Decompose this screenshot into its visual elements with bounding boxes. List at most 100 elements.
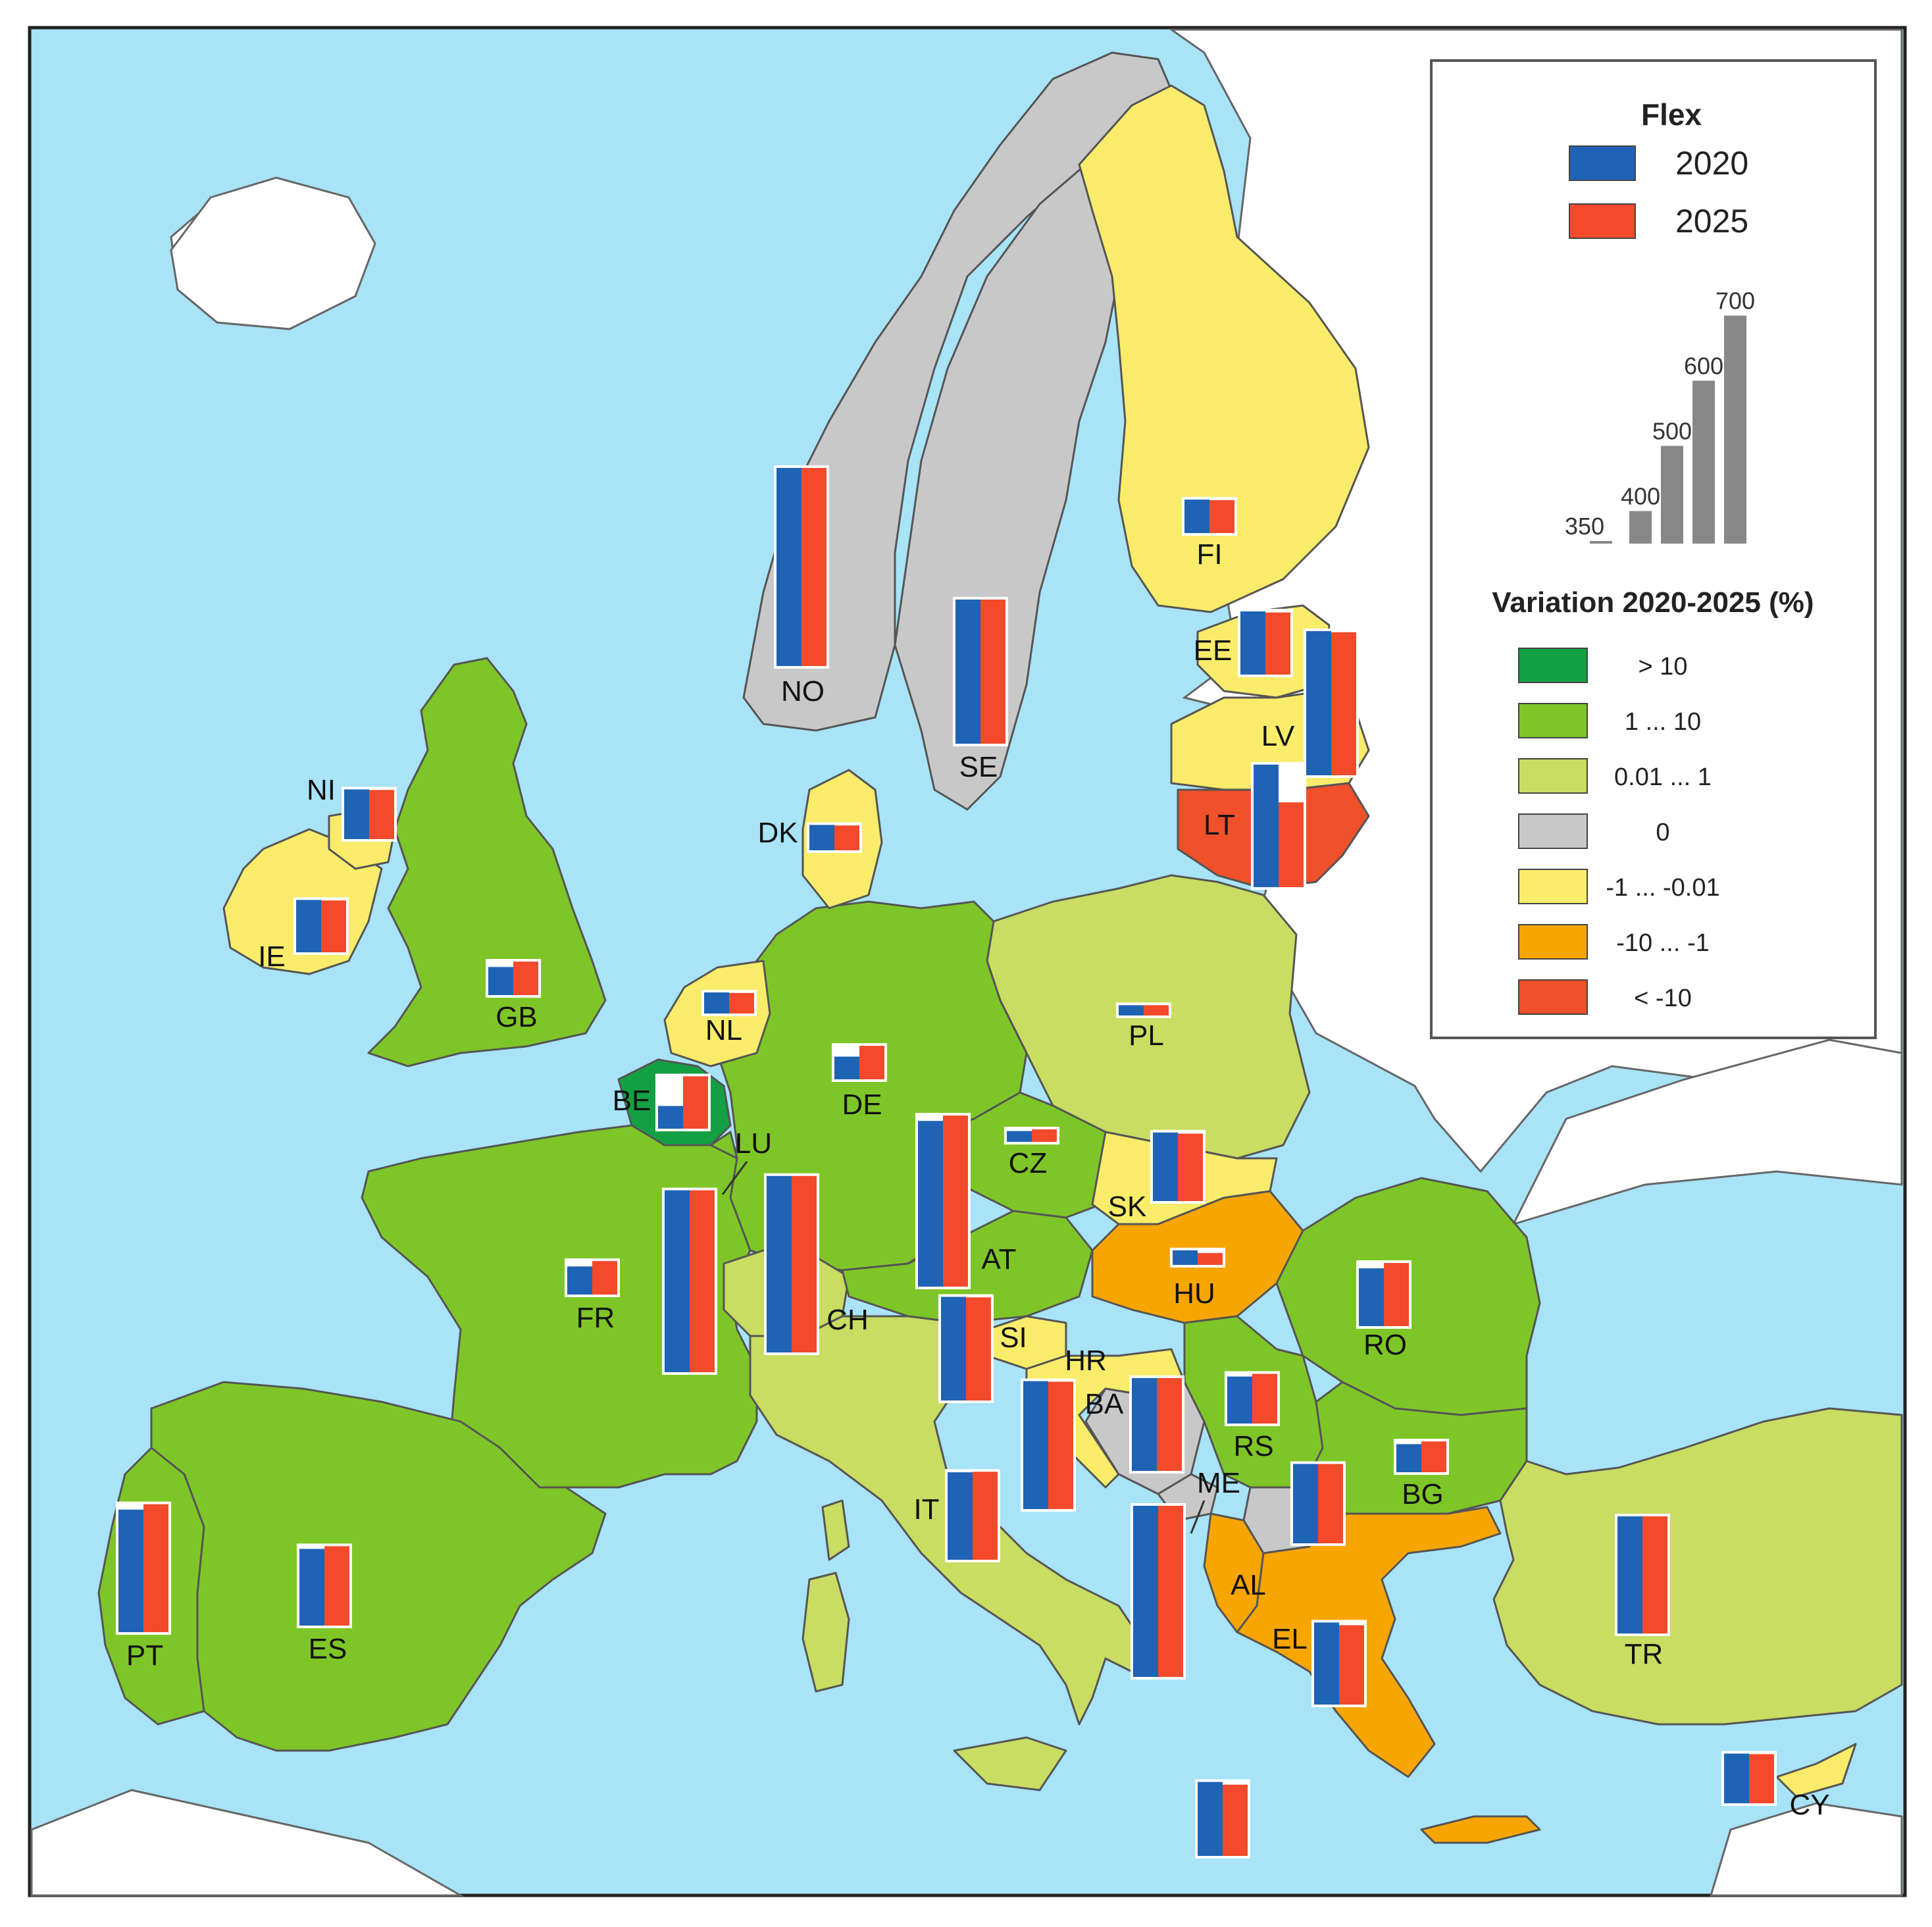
bar-2020-EE [1240,611,1265,675]
island-corsica [821,1499,850,1561]
legend-box [1430,59,1877,1039]
bar-2020-AL [1198,1782,1223,1856]
country-label-ME: ME [1197,1467,1240,1499]
labels-layer: NO SE FI EE LV LT DK NI IE GB NL BE LU DE PL CZ SK AT CH FR… [126,538,1830,1821]
legend-swatch-2020 [1569,145,1636,181]
legend-title: Flex [1641,97,1702,132]
scale-label-700: 700 [1716,288,1755,315]
bar-group-AL [1195,1779,1250,1859]
bar-group-DK [807,822,862,853]
bar-group-IT [945,1469,1000,1562]
bar-2025-PT [143,1504,168,1632]
class-label-0: > 10 [1638,653,1687,681]
country-label-DK: DK [757,817,798,849]
bar-2025-CY [1749,1754,1774,1803]
class-label-2: 0.01 ... 1 [1614,763,1712,791]
bar-2020-SE [955,600,980,744]
bar-2025-LU [690,1190,715,1372]
country-label-FI: FI [1196,538,1222,571]
bar-2025-SI [966,1297,991,1400]
bar-2025-LV [1331,632,1356,775]
bar-2020-BE [658,1106,683,1129]
bar-group-SE [953,597,1008,746]
scale-label-350: 350 [1565,513,1604,540]
bar-2025-CH [792,1175,817,1352]
bar-group-ES [297,1543,352,1628]
country-label-ES: ES [309,1633,347,1665]
country-label-BG: BG [1402,1478,1444,1510]
island-sardinia [801,1572,850,1693]
bar-group-BA [1129,1375,1184,1474]
country-TR [1492,1407,1903,1726]
bar-group-AT [915,1113,971,1289]
bar-2025-SE [980,600,1005,744]
country-FI [1078,84,1370,613]
bar-2025-IT [973,1472,998,1560]
bar-2025-NI [369,790,394,839]
country-label-IE: IE [258,940,286,973]
bar-2020-ES [299,1549,324,1626]
country-label-RS: RS [1233,1430,1273,1462]
bar-2020-AT [918,1121,943,1287]
bar-group-NI [342,786,397,842]
bar-group-HR [1021,1378,1076,1512]
bar-group-NO [774,465,829,669]
bar-2025-ME [1158,1506,1183,1677]
scale-bar-500 [1661,446,1683,544]
bar-2020-SK [1153,1132,1178,1201]
bar-2025-TR [1642,1516,1667,1633]
bar-2025-BA [1157,1377,1182,1471]
bar-group-CH [764,1173,819,1355]
legend: Flex 2020 2025 350 400 500 600 700 Variation… [1430,59,1877,1039]
bar-2025-FI [1209,500,1234,533]
bar-2025-AT [943,1116,968,1287]
bar-2020-BA [1132,1377,1157,1471]
bar-2025-RS [1252,1374,1277,1424]
bar-2020-BG [1396,1444,1421,1472]
country-label-TR: TR [1625,1638,1664,1670]
bar-2025-HR [1048,1381,1073,1509]
bar-group-SI [938,1294,994,1403]
bar-2020-FR [567,1266,592,1295]
country-label-FR: FR [576,1302,615,1334]
legend-label-2020: 2020 [1675,145,1748,182]
bar-2020-GB [488,967,513,995]
bar-2020-RS [1227,1376,1252,1424]
bar-2020-TR [1617,1516,1642,1633]
bar-group-EL [1311,1620,1367,1707]
country-label-PL: PL [1129,1019,1164,1052]
country-FR [361,1124,758,1515]
bar-2025-NO [801,468,826,666]
bar-group-DE [832,1043,887,1082]
bars-layer [116,465,1777,1859]
bar-2025-LT [1279,802,1304,887]
bar-group-BG [1394,1439,1449,1475]
country-label-BE: BE [613,1085,651,1117]
bar-2025-IE [321,900,346,952]
class-label-1: 1 ... 10 [1625,708,1701,736]
class-swatch-5 [1518,924,1588,960]
me-leader-line [1190,1500,1206,1534]
bar-2020-PT [118,1509,143,1632]
lu-leader-line [721,1161,748,1195]
bar-2020-NI [344,789,369,839]
bar-2025-AL [1223,1784,1248,1856]
country-label-AL: AL [1231,1569,1266,1601]
bar-2020-HR [1023,1381,1048,1509]
bar-2020-PL [1119,1005,1144,1015]
bar-2025-BE [683,1076,708,1129]
bar-2025-FR [592,1261,617,1295]
bar-2020-LT [1254,764,1279,887]
bar-2025-EL [1339,1625,1364,1705]
class-label-3: 0 [1656,819,1669,846]
bar-group-LU [662,1187,717,1375]
bar-2020-IE [296,900,321,952]
scale-label-400: 400 [1621,483,1660,510]
scale-bar-350 [1590,541,1612,544]
legend-variation-title: Variation 2020-2025 (%) [1492,586,1814,619]
country-label-EL: EL [1272,1623,1308,1655]
island-sicily [953,1736,1067,1791]
bar-2020-DE [834,1056,859,1079]
scale-bar-600 [1692,380,1715,544]
bar-2020-LU [665,1190,690,1372]
